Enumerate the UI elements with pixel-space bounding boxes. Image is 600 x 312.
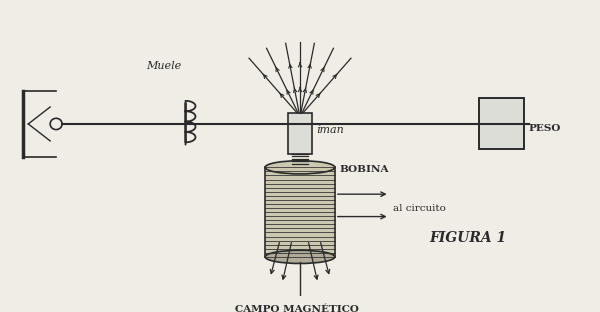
Text: FIGURA 1: FIGURA 1 [430, 231, 506, 245]
Bar [479, 98, 524, 149]
Ellipse shape [265, 250, 335, 263]
Text: al circuito: al circuito [392, 204, 445, 213]
Text: BOBINA: BOBINA [340, 165, 389, 174]
Bar [265, 167, 335, 257]
Text: CAMPO MAGNÉTICO: CAMPO MAGNÉTICO [235, 305, 359, 312]
Text: Muele: Muele [146, 61, 181, 71]
Text: íman: íman [316, 125, 344, 135]
Ellipse shape [265, 161, 335, 174]
Text: PESO: PESO [529, 124, 562, 133]
Bar [288, 113, 312, 154]
